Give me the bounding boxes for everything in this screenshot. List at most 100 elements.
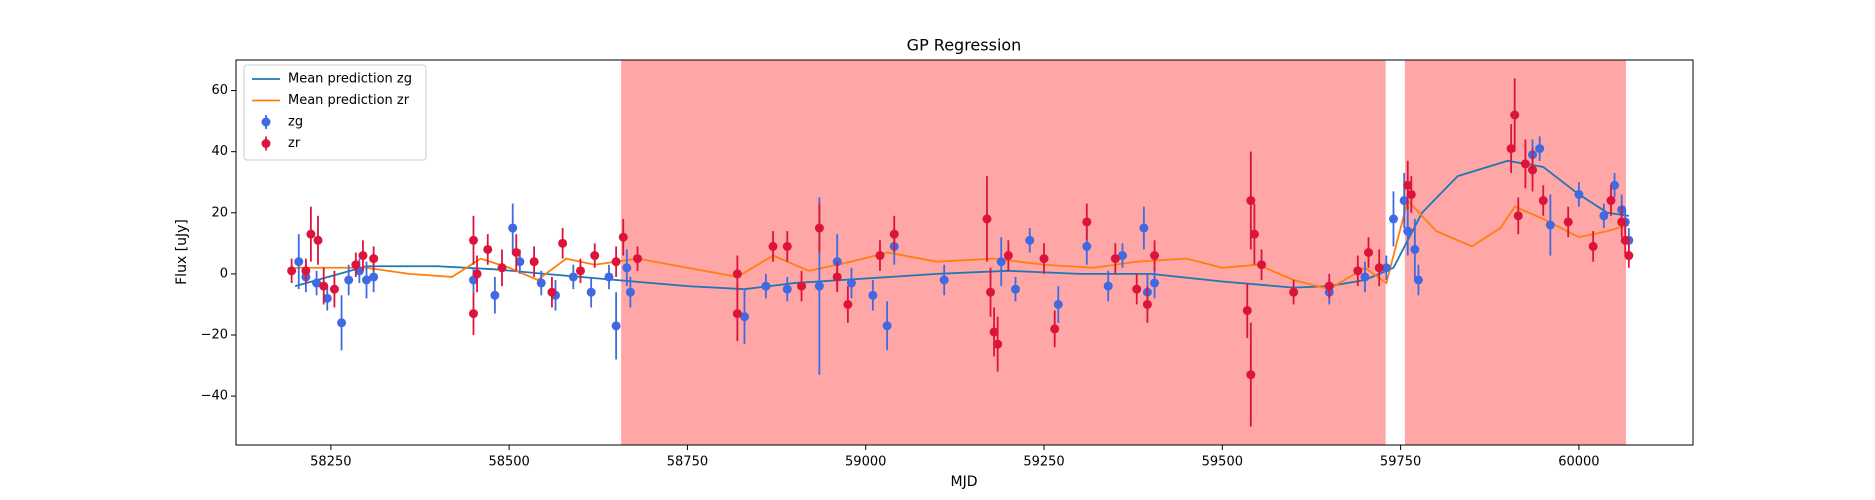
x-tick-label: 58250 — [310, 455, 351, 470]
data-point — [369, 254, 379, 264]
data-point — [1324, 281, 1334, 291]
data-point — [832, 272, 842, 282]
data-point — [814, 223, 824, 233]
data-point — [1050, 324, 1060, 334]
data-point — [868, 290, 878, 300]
data-point — [1620, 235, 1630, 245]
data-point — [1010, 284, 1020, 294]
data-point — [1053, 299, 1063, 309]
data-point — [633, 254, 643, 264]
data-point — [618, 232, 628, 242]
data-point — [1538, 196, 1548, 206]
legend-label: Mean prediction zg — [288, 72, 412, 87]
data-point — [358, 251, 368, 261]
data-point — [369, 272, 379, 282]
data-point — [508, 223, 518, 233]
data-point — [547, 287, 557, 297]
data-point — [1399, 196, 1409, 206]
data-point — [1510, 110, 1520, 120]
data-point — [1117, 251, 1127, 261]
legend-box — [243, 64, 427, 161]
data-point — [322, 293, 332, 303]
legend-label: zr — [288, 136, 301, 151]
data-point — [1410, 244, 1420, 254]
data-point — [846, 278, 856, 288]
data-point — [1103, 281, 1113, 291]
data-point — [1142, 299, 1152, 309]
y-axis-label: Flux [uJy] — [174, 219, 190, 285]
data-point — [1139, 223, 1149, 233]
data-point — [1406, 189, 1416, 199]
data-point — [1132, 284, 1142, 294]
data-point — [344, 275, 354, 285]
legend-label: zg — [288, 115, 303, 130]
data-point — [337, 318, 347, 328]
data-point — [843, 299, 853, 309]
data-point — [1246, 196, 1256, 206]
x-axis-label: MJD — [951, 474, 978, 490]
plot-frame — [235, 59, 1694, 446]
data-point — [1364, 248, 1374, 257]
data-point — [814, 281, 824, 291]
x-tick-label: 59500 — [1202, 455, 1243, 470]
data-point — [575, 266, 585, 276]
data-point — [1599, 211, 1609, 221]
data-point — [993, 339, 1003, 349]
data-point — [797, 281, 807, 291]
data-point — [483, 244, 493, 254]
data-point — [611, 257, 621, 267]
data-point — [1506, 144, 1516, 154]
data-point — [982, 214, 992, 224]
data-point — [1249, 229, 1259, 239]
data-point — [1563, 217, 1573, 227]
data-point — [1574, 189, 1584, 199]
y-tick-label: −40 — [201, 389, 228, 404]
data-point — [468, 309, 478, 319]
data-point — [611, 321, 621, 331]
data-point — [351, 260, 361, 270]
data-point — [996, 257, 1006, 267]
data-point — [1545, 220, 1555, 230]
data-point — [590, 251, 600, 261]
y-tick-label: 0 — [220, 266, 228, 281]
data-point — [468, 235, 478, 245]
data-point — [362, 275, 372, 285]
data-point — [558, 238, 568, 248]
data-point — [1025, 235, 1035, 245]
y-tick-label: 40 — [211, 144, 228, 159]
data-point — [301, 266, 311, 276]
data-point — [1242, 306, 1252, 316]
data-point — [586, 287, 596, 297]
data-point — [761, 281, 771, 291]
data-point — [329, 284, 339, 294]
data-point — [986, 287, 996, 297]
data-point — [732, 309, 742, 319]
data-point — [622, 263, 632, 273]
data-point — [1039, 254, 1049, 264]
data-point — [511, 248, 521, 257]
data-point — [1403, 226, 1413, 236]
data-point — [1246, 370, 1256, 380]
data-point — [1353, 266, 1363, 276]
data-point — [782, 241, 792, 251]
data-point — [1588, 241, 1598, 251]
data-point — [1624, 251, 1634, 261]
data-point — [782, 284, 792, 294]
data-point — [515, 257, 525, 267]
data-point — [319, 281, 329, 291]
shaded-region — [621, 60, 1386, 445]
data-point — [604, 272, 614, 282]
data-point — [1150, 251, 1160, 261]
data-point — [739, 312, 749, 322]
data-point — [529, 257, 539, 267]
data-point — [1413, 275, 1423, 285]
data-point — [1388, 214, 1398, 224]
data-point — [306, 229, 316, 239]
data-point — [889, 229, 899, 239]
data-point — [1381, 263, 1391, 273]
data-point — [768, 241, 778, 251]
data-point — [882, 321, 892, 331]
data-point — [294, 257, 304, 267]
data-point — [1513, 211, 1523, 221]
